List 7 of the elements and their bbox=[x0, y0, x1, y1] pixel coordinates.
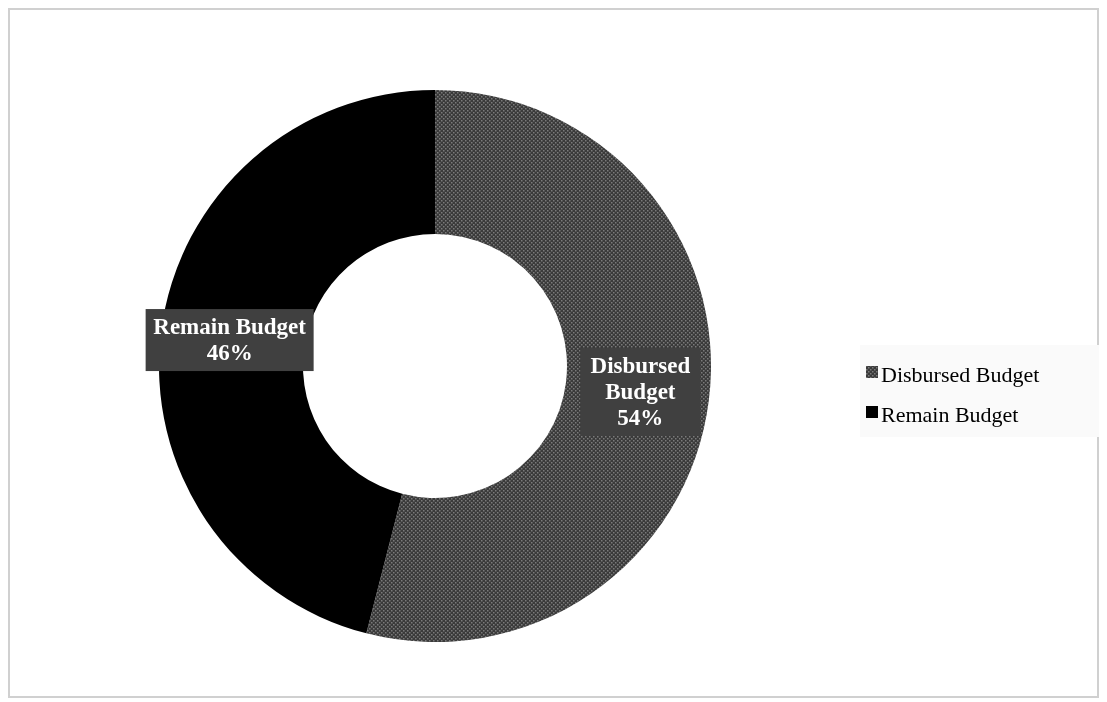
data-label: 54% bbox=[617, 404, 664, 430]
slice-label: Remain Budget bbox=[153, 314, 307, 340]
legend-label: Remain Budget bbox=[881, 402, 1019, 428]
slice-label: Disbursed Budget bbox=[590, 352, 691, 404]
data-label: 46% bbox=[206, 340, 253, 366]
legend-label: Disbursed Budget bbox=[881, 362, 1040, 388]
donut-slice bbox=[366, 90, 711, 642]
